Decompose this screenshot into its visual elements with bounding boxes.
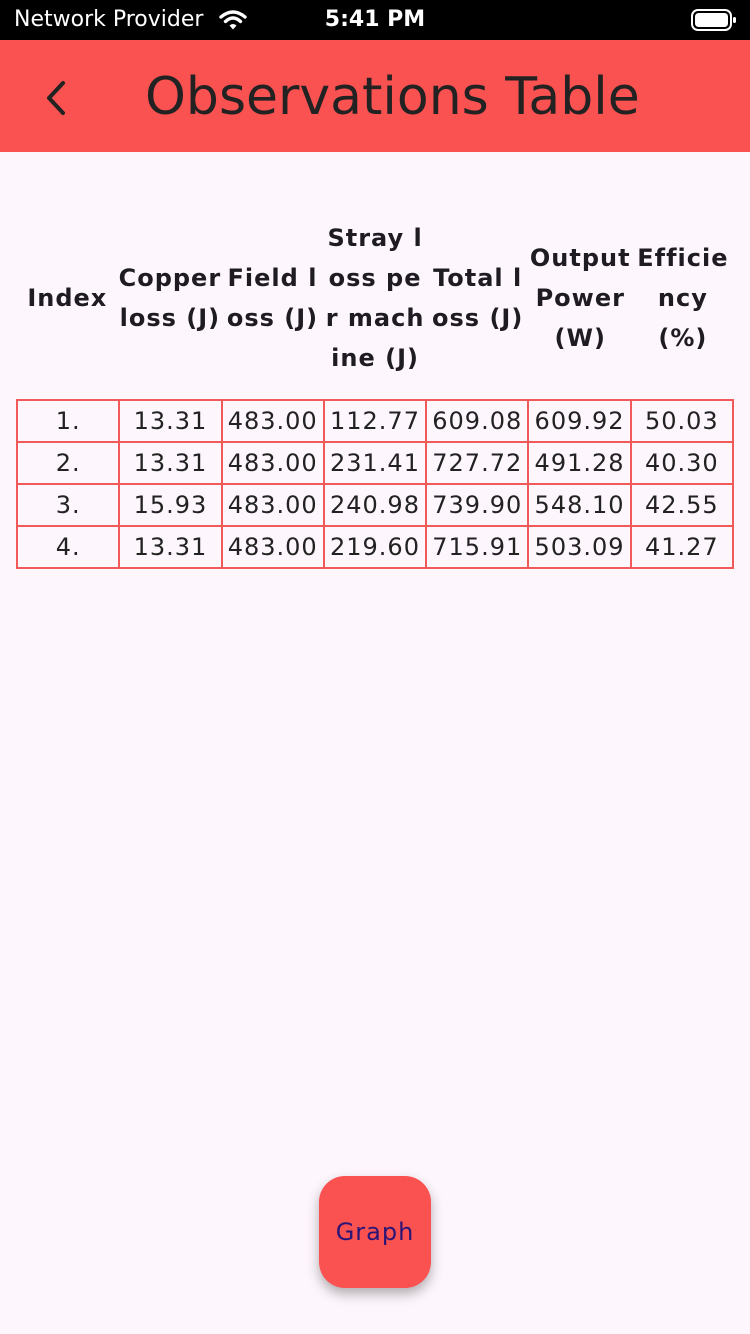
chevron-left-icon (47, 81, 65, 115)
table-row: 3. 15.93 483.00 240.98 739.90 548.10 42.… (15, 483, 735, 527)
data-table: 1. 13.31 483.00 112.77 609.08 609.92 50.… (15, 399, 735, 569)
column-header-output-power: Output Power (W) (529, 243, 631, 352)
cell-efficiency: 50.03 (629, 399, 735, 443)
cell-field-loss: 483.00 (220, 441, 325, 485)
table-row: 2. 13.31 483.00 231.41 727.72 491.28 40.… (15, 441, 735, 485)
status-time: 5:41 PM (324, 7, 426, 32)
cell-total-loss: 727.72 (425, 441, 530, 485)
column-header-efficiency: Efficiency (%) (637, 243, 729, 352)
column-header-stray-loss: Stray loss per machine (J) (325, 223, 425, 372)
cell-efficiency: 41.27 (629, 525, 735, 569)
cell-field-loss: 483.00 (220, 525, 325, 569)
battery-icon (691, 8, 737, 32)
column-header-copper-loss: Copper loss (J) (118, 263, 222, 332)
cell-stray-loss: 112.77 (322, 399, 428, 443)
cell-field-loss: 483.00 (220, 399, 325, 443)
observations-table: Index Copper loss (J) Field loss (J) Str… (15, 196, 735, 569)
page-title: Observations Table (145, 67, 640, 127)
cell-efficiency: 40.30 (629, 441, 735, 485)
table-row: 4. 13.31 483.00 219.60 715.91 503.09 41.… (15, 525, 735, 569)
cell-index: 4. (15, 525, 121, 569)
cell-index: 3. (15, 483, 121, 527)
cell-output-power: 491.28 (527, 441, 632, 485)
cell-copper-loss: 13.31 (118, 525, 223, 569)
column-header-field-loss: Field loss (J) (226, 263, 319, 332)
table-row: 1. 13.31 483.00 112.77 609.08 609.92 50.… (15, 399, 735, 443)
cell-index: 1. (15, 399, 121, 443)
cell-stray-loss: 219.60 (322, 525, 428, 569)
cell-output-power: 503.09 (527, 525, 632, 569)
cell-total-loss: 715.91 (425, 525, 530, 569)
column-header-index: Index (27, 283, 108, 312)
cell-total-loss: 739.90 (425, 483, 530, 527)
wifi-icon (219, 9, 247, 31)
back-button[interactable] (28, 70, 84, 126)
cell-output-power: 609.92 (527, 399, 632, 443)
cell-copper-loss: 13.31 (118, 399, 223, 443)
graph-button[interactable]: Graph (319, 1176, 431, 1288)
cell-output-power: 548.10 (527, 483, 632, 527)
cell-copper-loss: 15.93 (118, 483, 223, 527)
app-bar: Observations Table (0, 40, 750, 152)
column-header-total-loss: Total loss (J) (432, 263, 524, 332)
cell-index: 2. (15, 441, 121, 485)
cell-total-loss: 609.08 (425, 399, 530, 443)
table-header: Index Copper loss (J) Field loss (J) Str… (16, 196, 734, 399)
cell-stray-loss: 231.41 (322, 441, 428, 485)
status-bar: Network Provider 5:41 PM (0, 0, 750, 40)
carrier-label: Network Provider (14, 7, 204, 32)
cell-efficiency: 42.55 (629, 483, 735, 527)
cell-field-loss: 483.00 (220, 483, 325, 527)
cell-stray-loss: 240.98 (322, 483, 428, 527)
cell-copper-loss: 13.31 (118, 441, 223, 485)
